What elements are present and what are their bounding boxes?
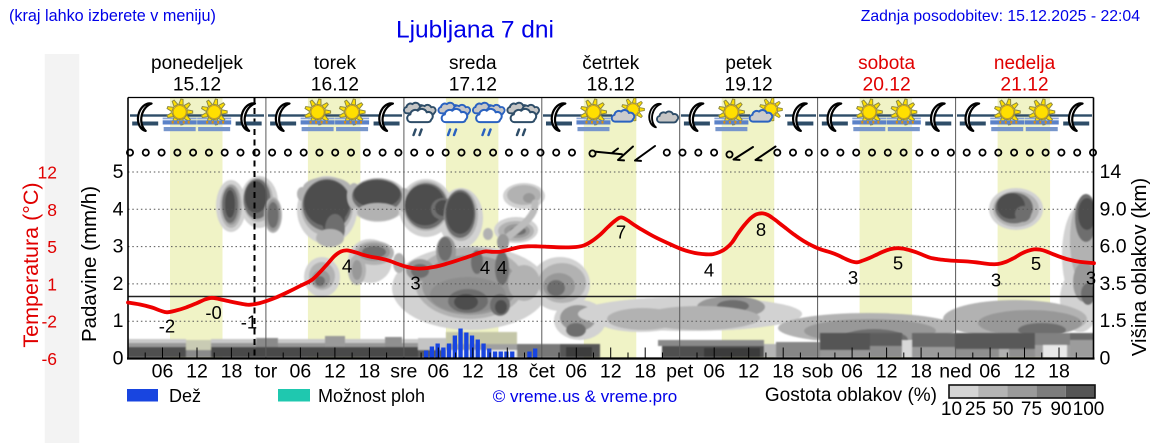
svg-text:Ljubljana 7 dni: Ljubljana 7 dni (396, 17, 554, 44)
svg-text:14: 14 (1100, 161, 1122, 183)
svg-text:06: 06 (841, 361, 863, 383)
svg-text:25: 25 (965, 399, 986, 420)
svg-text:7: 7 (616, 222, 626, 243)
svg-text:12: 12 (38, 163, 57, 183)
svg-text:06: 06 (427, 361, 449, 383)
svg-text:3: 3 (1086, 268, 1096, 289)
svg-text:75: 75 (1021, 399, 1042, 420)
svg-text:8: 8 (756, 219, 766, 240)
svg-text:0: 0 (113, 348, 124, 370)
svg-text:100: 100 (1073, 399, 1105, 420)
svg-text:1: 1 (113, 310, 124, 332)
svg-text:pet: pet (666, 361, 694, 383)
svg-text:18: 18 (772, 361, 794, 383)
svg-text:-0: -0 (205, 302, 221, 323)
svg-text:sob: sob (802, 361, 834, 383)
svg-text:18: 18 (1048, 361, 1070, 383)
svg-text:-2: -2 (159, 316, 175, 337)
svg-text:(kraj lahko izberete v meniju): (kraj lahko izberete v meniju) (9, 7, 216, 25)
svg-text:tor: tor (255, 361, 278, 383)
svg-text:06: 06 (290, 361, 312, 383)
svg-text:06: 06 (979, 361, 1001, 383)
svg-text:Možnost ploh: Možnost ploh (318, 386, 425, 406)
svg-text:9.0: 9.0 (1100, 198, 1127, 220)
svg-text:3: 3 (113, 236, 124, 258)
svg-text:4: 4 (480, 257, 490, 278)
svg-text:20.12: 20.12 (862, 75, 910, 96)
svg-text:4: 4 (342, 256, 352, 277)
svg-text:18: 18 (910, 361, 932, 383)
svg-text:sreda: sreda (449, 53, 497, 74)
svg-text:1.5: 1.5 (1100, 310, 1127, 332)
svg-text:18: 18 (496, 361, 518, 383)
svg-text:ponedeljek: ponedeljek (151, 53, 243, 74)
svg-text:19.12: 19.12 (725, 75, 773, 96)
svg-text:Gostota oblakov (%): Gostota oblakov (%) (765, 385, 937, 406)
svg-text:-6: -6 (41, 349, 57, 369)
svg-text:10: 10 (941, 399, 962, 420)
svg-text:8: 8 (47, 200, 57, 220)
svg-text:17.12: 17.12 (449, 75, 497, 96)
svg-text:5: 5 (1031, 253, 1041, 274)
svg-text:18: 18 (221, 361, 243, 383)
svg-text:12: 12 (1014, 361, 1036, 383)
svg-text:Dež: Dež (169, 386, 201, 406)
svg-text:4: 4 (704, 260, 714, 281)
svg-text:6.0: 6.0 (1100, 236, 1127, 258)
svg-text:12: 12 (738, 361, 760, 383)
svg-text:90: 90 (1050, 399, 1071, 420)
svg-text:16.12: 16.12 (311, 75, 359, 96)
svg-text:0: 0 (1100, 348, 1111, 370)
svg-text:18.12: 18.12 (587, 75, 635, 96)
svg-text:06: 06 (703, 361, 725, 383)
svg-text:Zadnja posodobitev: 15.12.2025: Zadnja posodobitev: 15.12.2025 - 22:04 (861, 8, 1141, 25)
svg-text:4: 4 (497, 257, 507, 278)
svg-text:sobota: sobota (858, 53, 915, 74)
svg-text:50: 50 (992, 399, 1013, 420)
svg-text:3: 3 (848, 267, 858, 288)
svg-text:petek: petek (725, 53, 772, 74)
svg-text:četrtek: četrtek (582, 53, 640, 74)
svg-text:3: 3 (991, 270, 1001, 291)
svg-text:5: 5 (47, 237, 57, 257)
svg-text:3: 3 (410, 273, 420, 294)
svg-text:06: 06 (152, 361, 174, 383)
svg-text:06: 06 (565, 361, 587, 383)
svg-text:18: 18 (359, 361, 381, 383)
svg-text:Temperatura (°C): Temperatura (°C) (19, 182, 43, 347)
svg-text:5: 5 (113, 161, 124, 183)
svg-text:15.12: 15.12 (173, 75, 221, 96)
svg-text:nedelja: nedelja (994, 53, 1056, 74)
svg-text:-1: -1 (241, 312, 257, 333)
svg-text:4: 4 (113, 198, 124, 220)
svg-text:12: 12 (186, 361, 208, 383)
svg-text:Padavine (mm/h): Padavine (mm/h) (78, 186, 101, 342)
svg-text:ned: ned (939, 361, 972, 383)
svg-text:5: 5 (893, 253, 903, 274)
svg-text:18: 18 (634, 361, 656, 383)
svg-text:12: 12 (324, 361, 346, 383)
svg-text:12: 12 (462, 361, 484, 383)
svg-text:torek: torek (314, 53, 357, 74)
svg-text:© vreme.us & vreme.pro: © vreme.us & vreme.pro (493, 387, 677, 406)
svg-text:3.5: 3.5 (1100, 273, 1127, 295)
svg-text:sre: sre (390, 361, 417, 383)
svg-text:čet: čet (529, 361, 556, 383)
svg-text:1: 1 (47, 274, 57, 294)
svg-text:21.12: 21.12 (1000, 75, 1048, 96)
svg-text:12: 12 (600, 361, 622, 383)
svg-text:-2: -2 (41, 312, 57, 332)
svg-text:12: 12 (876, 361, 898, 383)
svg-text:Višina oblakov (km): Višina oblakov (km) (1128, 178, 1151, 357)
svg-text:2: 2 (113, 273, 124, 295)
